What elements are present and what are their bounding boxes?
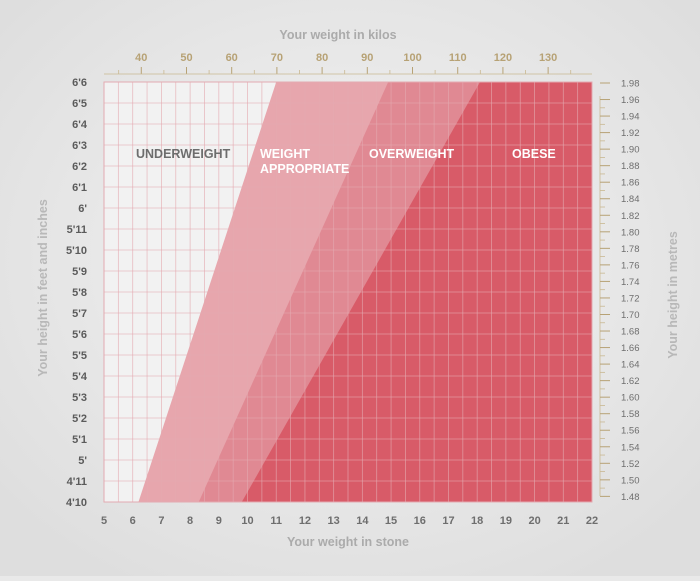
y-tick-label: 6'3 [72,140,87,152]
x-tick-label: 19 [500,515,512,527]
y-tick-label: 4'10 [66,497,87,509]
ticks-layer: 5 6 7 8 9 10 11 12 13 14 15 16 17 18 19 20 21 22 40 50 60 70 8… [66,52,639,527]
grid-layer [104,82,592,502]
right-tick-label: 1.96 [621,95,640,106]
right-tick-label: 1.70 [621,310,640,321]
y-tick-label: 5'1 [72,434,87,446]
top-tick-label: 70 [271,52,283,64]
top-tick-label: 60 [226,52,238,64]
right-tick-label: 1.48 [621,492,640,503]
top-axis-title: Your weight in kilos [279,28,396,42]
y-tick-label: 5'2 [72,413,87,425]
top-tick-label: 120 [494,52,512,64]
y-tick-label: 6'5 [72,98,87,110]
right-tick-label: 1.76 [621,260,640,271]
y-tick-label: 5'11 [67,224,87,236]
right-tick-label: 1.86 [621,178,640,189]
right-tick-label: 1.54 [621,442,640,453]
x-tick-label: 7 [158,515,164,527]
right-tick-label: 1.92 [621,128,640,139]
x-tick-label: 16 [414,515,426,527]
y-tick-label: 5'4 [72,371,88,383]
right-tick-label: 1.78 [621,244,640,255]
y-tick-label: 5'5 [72,350,87,362]
y-tick-label: 6'6 [72,77,87,89]
right-tick-label: 1.84 [621,194,640,205]
right-axis-title: Your height in metres [666,231,680,359]
right-tick-label: 1.66 [621,343,640,354]
y-tick-label: 6' [78,203,87,215]
right-tick-label: 1.52 [621,459,640,470]
top-tick-label: 100 [403,52,421,64]
right-tick-label: 1.56 [621,426,640,437]
left-axis-title: Your height in feet and inches [36,199,50,377]
right-tick-label: 1.90 [621,145,640,156]
right-tick-label: 1.58 [621,409,640,420]
x-tick-label: 6 [130,515,136,527]
right-tick-label: 1.72 [621,293,640,304]
top-tick-label: 80 [316,52,328,64]
y-tick-label: 5'3 [72,392,87,404]
x-tick-label: 12 [299,515,311,527]
right-tick-label: 1.50 [621,475,640,486]
y-tick-label: 5'8 [72,287,87,299]
right-tick-label: 1.82 [621,211,640,222]
x-tick-label: 22 [586,515,598,527]
top-tick-label: 90 [361,52,373,64]
x-tick-label: 10 [241,515,253,527]
x-tick-label: 21 [557,515,569,527]
x-tick-label: 11 [270,515,282,527]
right-tick-label: 1.74 [621,277,640,288]
x-tick-label: 13 [328,515,340,527]
top-tick-label: 50 [180,52,192,64]
x-tick-label: 8 [187,515,193,527]
y-tick-label: 5'10 [66,245,87,257]
right-tick-label: 1.94 [621,112,640,123]
y-tick-label: 4'11 [67,476,87,488]
right-tick-label: 1.60 [621,393,640,404]
y-tick-label: 5'9 [72,266,87,278]
top-tick-label: 110 [449,52,467,64]
region-labels: UNDERWEIGHT WEIGHT APPROPRIATE OVERWEIGHT OB… [136,147,556,176]
x-tick-label: 18 [471,515,483,527]
right-tick-label: 1.98 [621,78,640,89]
right-tick-label: 1.64 [621,360,640,371]
top-tick-label: 130 [539,52,557,64]
y-tick-label: 6'2 [72,161,87,173]
y-tick-label: 5'7 [72,308,87,320]
x-tick-label: 9 [216,515,222,527]
region-label-overweight: OVERWEIGHT [369,147,455,161]
region-label-weight-appropriate: WEIGHT APPROPRIATE [260,147,349,176]
x-tick-label: 14 [356,515,369,527]
x-tick-label: 5 [101,515,107,527]
right-tick-label: 1.68 [621,327,640,338]
y-tick-label: 5' [78,455,87,467]
right-tick-label: 1.80 [621,227,640,238]
x-axis-title: Your weight in stone [287,535,409,549]
y-tick-label: 5'6 [72,329,87,341]
right-tick-label: 1.88 [621,161,640,172]
plot-frame [103,81,593,503]
region-label-obese: OBESE [512,147,556,161]
x-tick-label: 20 [528,515,540,527]
y-tick-label: 6'1 [72,182,87,194]
top-tick-label: 40 [135,52,147,64]
region-label-underweight: UNDERWEIGHT [136,147,231,161]
right-tick-label: 1.62 [621,376,640,387]
x-tick-label: 17 [442,515,454,527]
x-tick-label: 15 [385,515,397,527]
y-tick-label: 6'4 [72,119,88,131]
